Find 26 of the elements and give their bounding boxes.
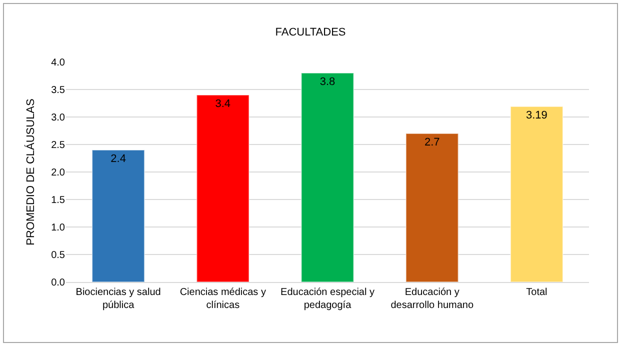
x-tick-label: Biociencias y salud pública (76, 287, 161, 311)
y-tick-label: 1.5 (51, 195, 66, 206)
x-tick-label: Total (526, 287, 548, 298)
y-tick-label: 3.0 (51, 112, 66, 124)
data-label: 2.7 (424, 136, 440, 148)
y-tick-label: 0.5 (51, 250, 66, 261)
y-tick-label: 3.5 (51, 85, 66, 96)
y-tick-label: 2.5 (51, 140, 66, 151)
bar (196, 94, 250, 282)
bar (510, 106, 564, 282)
data-label: 3.4 (215, 98, 231, 110)
y-tick-label: 4.0 (51, 58, 66, 68)
x-tick-label: Ciencias médicas y clínicas (180, 287, 266, 311)
x-tick-label: Educación y desarrollo humano (390, 287, 474, 311)
bar (405, 133, 459, 282)
y-axis-title: PROMEDIO DE CLÁUSULAS (24, 98, 37, 246)
bar (92, 150, 145, 282)
x-tick-label: Educación especial y pedagogía (280, 287, 374, 311)
y-tick-label: 2.0 (51, 168, 66, 178)
data-label: 2.4 (110, 153, 126, 165)
y-tick-label: 1.0 (51, 222, 66, 234)
bar (300, 72, 354, 282)
y-tick-label: 0.0 (51, 278, 66, 288)
data-label: 3.8 (320, 76, 336, 88)
data-label: 3.19 (526, 110, 548, 122)
chart-title: FACULTADES (275, 26, 346, 38)
